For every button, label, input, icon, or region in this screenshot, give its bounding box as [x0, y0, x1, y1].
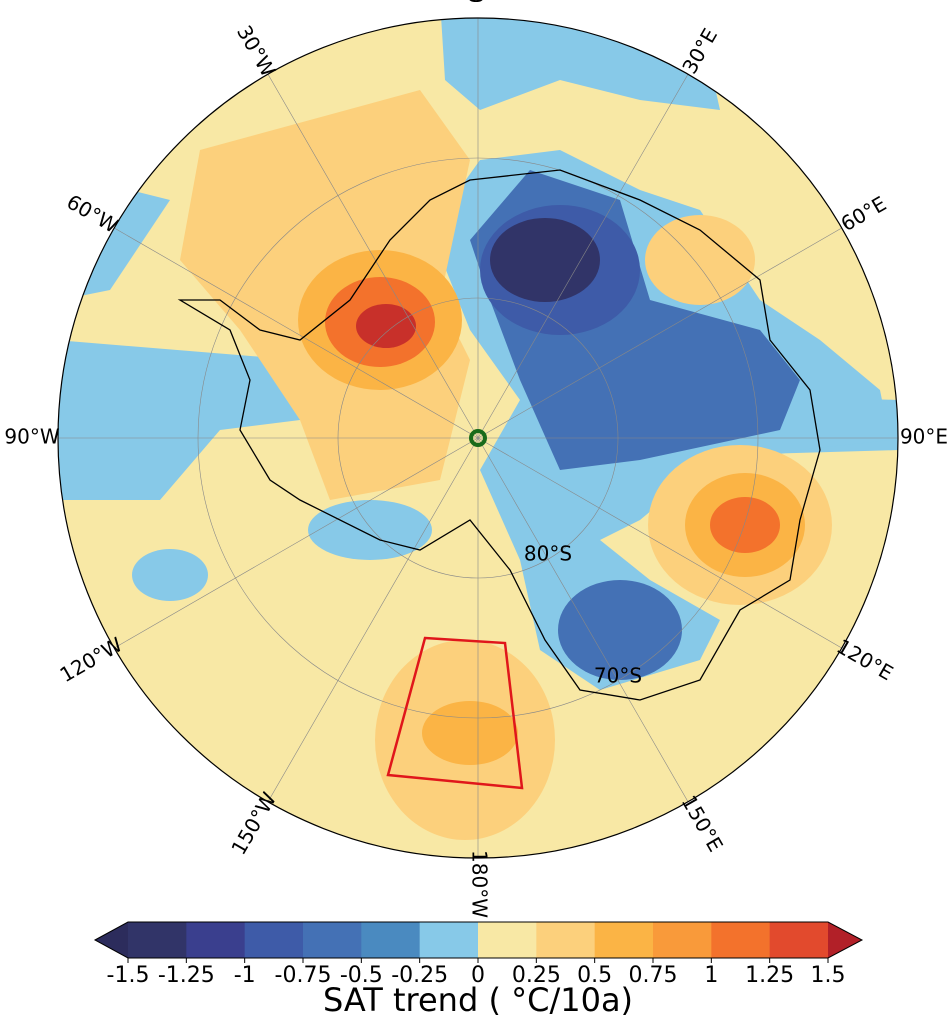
lon-label: 180°W — [468, 850, 492, 918]
lon-label: 30°E — [677, 24, 722, 78]
field-patch — [558, 580, 682, 680]
colorbar-tick-label: 1.25 — [745, 963, 794, 988]
meridian — [477, 74, 689, 439]
region-box — [386, 636, 524, 790]
meridian — [114, 227, 479, 439]
meridian — [477, 437, 689, 802]
colorbar-segment — [594, 922, 654, 958]
lon-label: 90°W — [4, 425, 59, 449]
colorbar-tick-label: 0.75 — [629, 963, 678, 988]
meridian — [267, 74, 479, 439]
coastline — [177, 169, 821, 701]
colorbar-tick-label: 0.25 — [512, 963, 561, 988]
field-patch — [645, 215, 755, 305]
colorbar-label: SAT trend ( °C/10a) — [323, 981, 633, 1019]
colorbar-tick-label: -0.5 — [340, 963, 383, 988]
colorbar-extend — [95, 922, 128, 958]
colorbar-segment — [769, 922, 829, 958]
meridian — [477, 437, 842, 649]
colorbar-tick-label: 1.5 — [811, 963, 846, 988]
pole-marker — [469, 429, 487, 447]
lat-label: 80°S — [524, 542, 572, 566]
lon-label: 150°E — [677, 791, 728, 856]
colorbar-tick-label: -1 — [234, 963, 256, 988]
colorbar-segment — [244, 922, 304, 958]
map-field — [58, 18, 898, 858]
colorbar-segment — [303, 922, 362, 958]
colorbar-segment — [361, 922, 421, 958]
lon-label: 90°E — [900, 425, 948, 449]
field-patch — [58, 340, 300, 500]
colorbar-tick-label: 0.5 — [577, 963, 612, 988]
field-patch — [490, 218, 600, 302]
colorbar-tick-label: 0 — [471, 963, 485, 988]
colorbar: -1.5 -1.25 -1 -0.75 -0.5 -0.25 0 0.25 0.5 0.75 1 1.… — [93, 921, 864, 988]
field-patch — [356, 304, 416, 348]
colorbar-extend — [828, 922, 862, 958]
lat-label: 70°S — [594, 664, 642, 688]
colorbar-tick-label: -1.25 — [158, 963, 215, 988]
field-patch — [132, 549, 208, 601]
colorbar-segment — [419, 922, 479, 958]
colorbar-tick-label: -0.75 — [275, 963, 332, 988]
lon-label: 120°W — [56, 632, 127, 687]
graticule — [58, 18, 898, 858]
colorbar-tick-label: -1.5 — [107, 963, 150, 988]
colorbar-segment — [536, 922, 596, 958]
field-patch — [308, 500, 432, 560]
lon-label: 150°W — [226, 788, 281, 859]
meridian — [114, 437, 479, 649]
meridian — [477, 227, 842, 439]
field-patch — [422, 701, 518, 765]
meridian — [267, 437, 479, 802]
colorbar-segment — [711, 922, 771, 958]
map-border — [57, 17, 899, 859]
colorbar-segment — [128, 922, 187, 958]
field-patch — [710, 497, 780, 553]
lon-label: 60°W — [63, 190, 123, 239]
meridians — [58, 18, 898, 858]
lon-label: 120°E — [833, 634, 898, 685]
lon-label: 60°E — [837, 191, 891, 236]
colorbar-segment — [653, 922, 712, 958]
colorbar-segment — [186, 922, 246, 958]
colorbar-tick-label: -0.25 — [391, 963, 448, 988]
colorbar-segment — [478, 922, 537, 958]
lon-label: 30°W — [232, 21, 281, 81]
colorbar-tick-label: 1 — [704, 963, 718, 988]
lon-label: 0° — [465, 0, 489, 3]
